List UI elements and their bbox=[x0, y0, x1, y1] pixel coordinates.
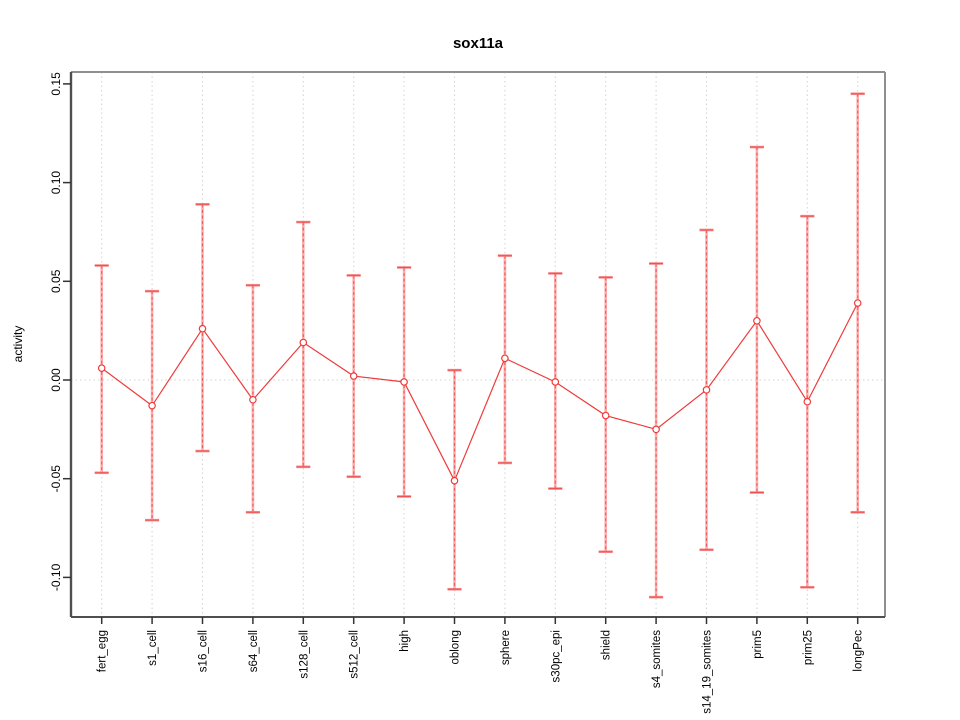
chart-title: sox11a bbox=[453, 35, 504, 52]
x-tick-label: prim25 bbox=[802, 630, 814, 665]
data-point bbox=[753, 316, 761, 325]
data-point bbox=[299, 338, 308, 347]
y-tick-label: -0.05 bbox=[49, 465, 63, 493]
data-point bbox=[601, 411, 610, 420]
x-tick-label: s30pc_epi bbox=[550, 630, 562, 682]
data-point bbox=[652, 425, 660, 434]
x-tick-label: s16_cell bbox=[198, 630, 210, 672]
x-tick-label: s1_cell bbox=[147, 630, 159, 666]
x-tick-label: s128_cell bbox=[298, 630, 310, 679]
x-tick-label: oblong bbox=[450, 630, 462, 665]
data-point bbox=[501, 354, 509, 363]
y-tick-label: 0.15 bbox=[49, 72, 63, 96]
x-tick-label: fert_egg bbox=[97, 630, 109, 672]
x-tick-label: s512_cell bbox=[349, 630, 361, 679]
y-tick-label: 0.00 bbox=[49, 368, 63, 392]
x-tick-label: s4_somites bbox=[651, 630, 663, 688]
x-tick-label: high bbox=[399, 630, 411, 652]
x-tick-label: shield bbox=[601, 630, 613, 660]
data-point bbox=[97, 364, 106, 372]
data-point bbox=[249, 395, 257, 404]
x-tick-label: s64_cell bbox=[248, 630, 260, 672]
data-point bbox=[400, 378, 408, 386]
x-tick-label: sphere bbox=[500, 630, 512, 665]
data-point bbox=[853, 299, 862, 307]
x-tick-label: prim5 bbox=[752, 630, 764, 659]
data-point bbox=[551, 378, 560, 386]
series-line bbox=[101, 302, 859, 483]
data-point bbox=[349, 372, 358, 380]
data-point bbox=[702, 386, 711, 394]
y-tick-label: -0.10 bbox=[49, 563, 63, 591]
data-point bbox=[198, 324, 207, 333]
data-point bbox=[803, 397, 812, 406]
x-tick-label: s14_19_somites bbox=[702, 630, 714, 714]
y-tick-label: 0.05 bbox=[49, 269, 63, 293]
y-axis-label: activity bbox=[11, 326, 25, 363]
data-point bbox=[148, 401, 156, 410]
data-point bbox=[450, 476, 459, 485]
y-tick-label: 0.10 bbox=[49, 171, 63, 195]
x-tick-label: longPec bbox=[853, 630, 865, 672]
